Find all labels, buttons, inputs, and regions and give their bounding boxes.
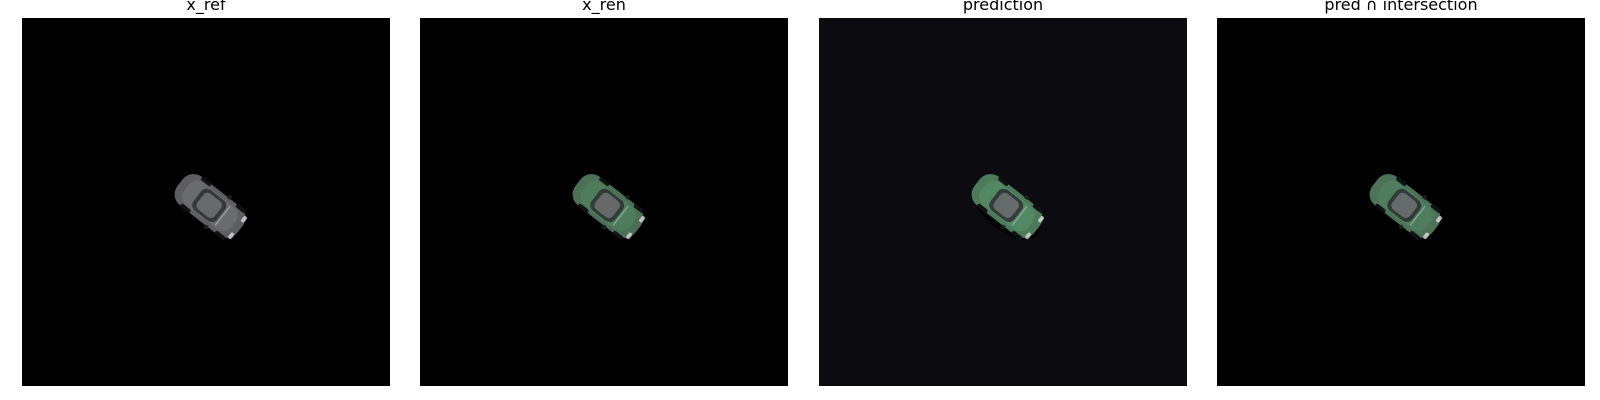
panel-title: x_ref <box>186 0 226 14</box>
panel-title: x_ren <box>582 0 626 14</box>
car-shape <box>971 174 1044 240</box>
panel-title: prediction <box>962 0 1044 14</box>
car-image <box>22 18 390 386</box>
panel-title: pred ∩ intersection <box>1324 0 1478 14</box>
car-shape <box>572 174 645 240</box>
car-shape <box>174 174 247 240</box>
car-shape <box>1369 174 1442 240</box>
car-image <box>420 18 788 386</box>
car-image <box>819 18 1187 386</box>
car-image <box>1217 18 1585 386</box>
